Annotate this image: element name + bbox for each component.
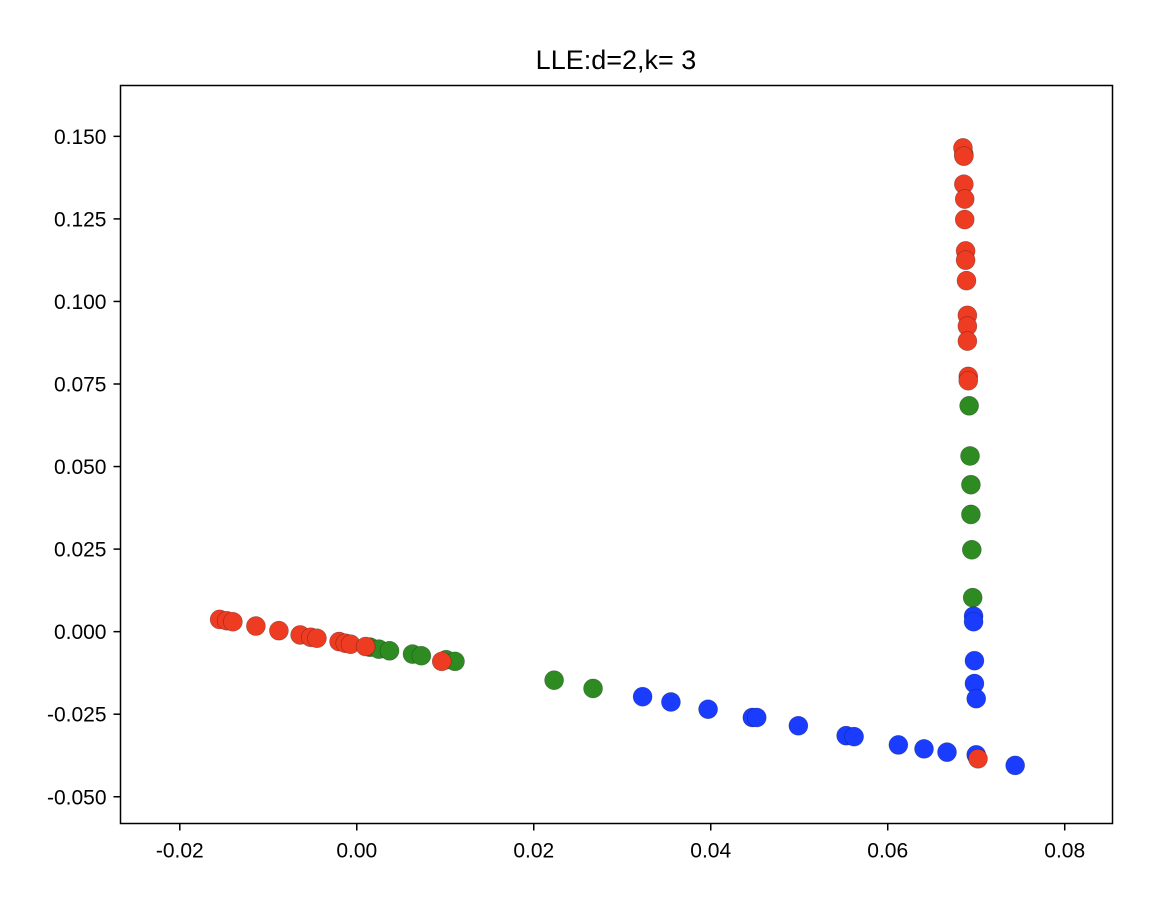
x-axis: -0.02 0.00 0.02 0.04 0.06 0.08: [156, 823, 1085, 863]
y-tick-label: 0.025: [54, 539, 107, 562]
y-tick-label: -0.025: [47, 704, 107, 727]
data-point-red: [955, 250, 976, 270]
data-point-green: [959, 395, 979, 416]
data-point-blue: [661, 692, 681, 712]
y-tick-label: 0.075: [54, 374, 107, 397]
data-point-red: [355, 636, 376, 657]
data-point-green: [544, 670, 564, 690]
data-point-red: [954, 209, 975, 230]
y-tick-label: 0.125: [54, 208, 107, 231]
series-blue: [632, 606, 1025, 776]
y-axis: -0.050 -0.025 0.000 0.025 0.050 0.075 0.100 0.1…: [47, 126, 121, 809]
data-point-blue: [788, 715, 809, 736]
data-point-blue: [746, 707, 767, 728]
x-tick-label: 0.04: [690, 840, 731, 863]
data-point-green: [583, 678, 603, 699]
data-point-blue: [698, 699, 718, 720]
data-point-blue: [632, 686, 653, 707]
data-point-green: [411, 645, 432, 666]
series-red: [209, 138, 988, 769]
data-point-red: [246, 616, 266, 636]
data-point-blue: [888, 735, 909, 755]
scatter-points: [209, 138, 1025, 776]
data-point-green: [962, 587, 983, 608]
data-point-blue: [1005, 755, 1025, 776]
y-tick-label: 0.100: [54, 291, 107, 314]
data-point-red: [431, 651, 452, 672]
data-point-blue: [966, 688, 987, 709]
data-point-red: [954, 146, 974, 166]
data-point-blue: [914, 739, 934, 759]
data-point-blue: [844, 726, 864, 747]
y-tick-label: 0.050: [54, 456, 107, 479]
y-tick-label: 0.000: [54, 621, 107, 644]
data-point-green: [961, 474, 981, 495]
data-point-red: [968, 748, 988, 769]
chart-title: LLE:d=2,k= 3: [536, 45, 697, 75]
x-tick-label: -0.02: [156, 840, 204, 863]
data-point-red: [958, 370, 979, 391]
plot-area-frame: [119, 84, 1114, 825]
data-point-red: [307, 628, 327, 649]
x-tick-label: 0.00: [336, 840, 377, 863]
data-point-green: [961, 539, 982, 560]
x-tick-label: 0.06: [867, 840, 908, 863]
data-point-green: [379, 641, 400, 661]
x-tick-label: 0.08: [1044, 840, 1085, 863]
data-point-red: [957, 331, 978, 351]
data-point-blue: [963, 611, 984, 632]
data-point-red: [956, 270, 977, 291]
data-point-blue: [964, 650, 985, 671]
data-point-red: [223, 611, 243, 632]
y-tick-label: 0.150: [54, 126, 107, 149]
y-tick-label: -0.050: [47, 786, 107, 809]
data-point-green: [961, 504, 981, 525]
data-point-red: [954, 189, 975, 209]
data-point-red: [269, 620, 289, 641]
x-tick-label: 0.02: [513, 840, 554, 863]
data-point-green: [960, 446, 980, 466]
data-point-blue: [937, 742, 957, 762]
